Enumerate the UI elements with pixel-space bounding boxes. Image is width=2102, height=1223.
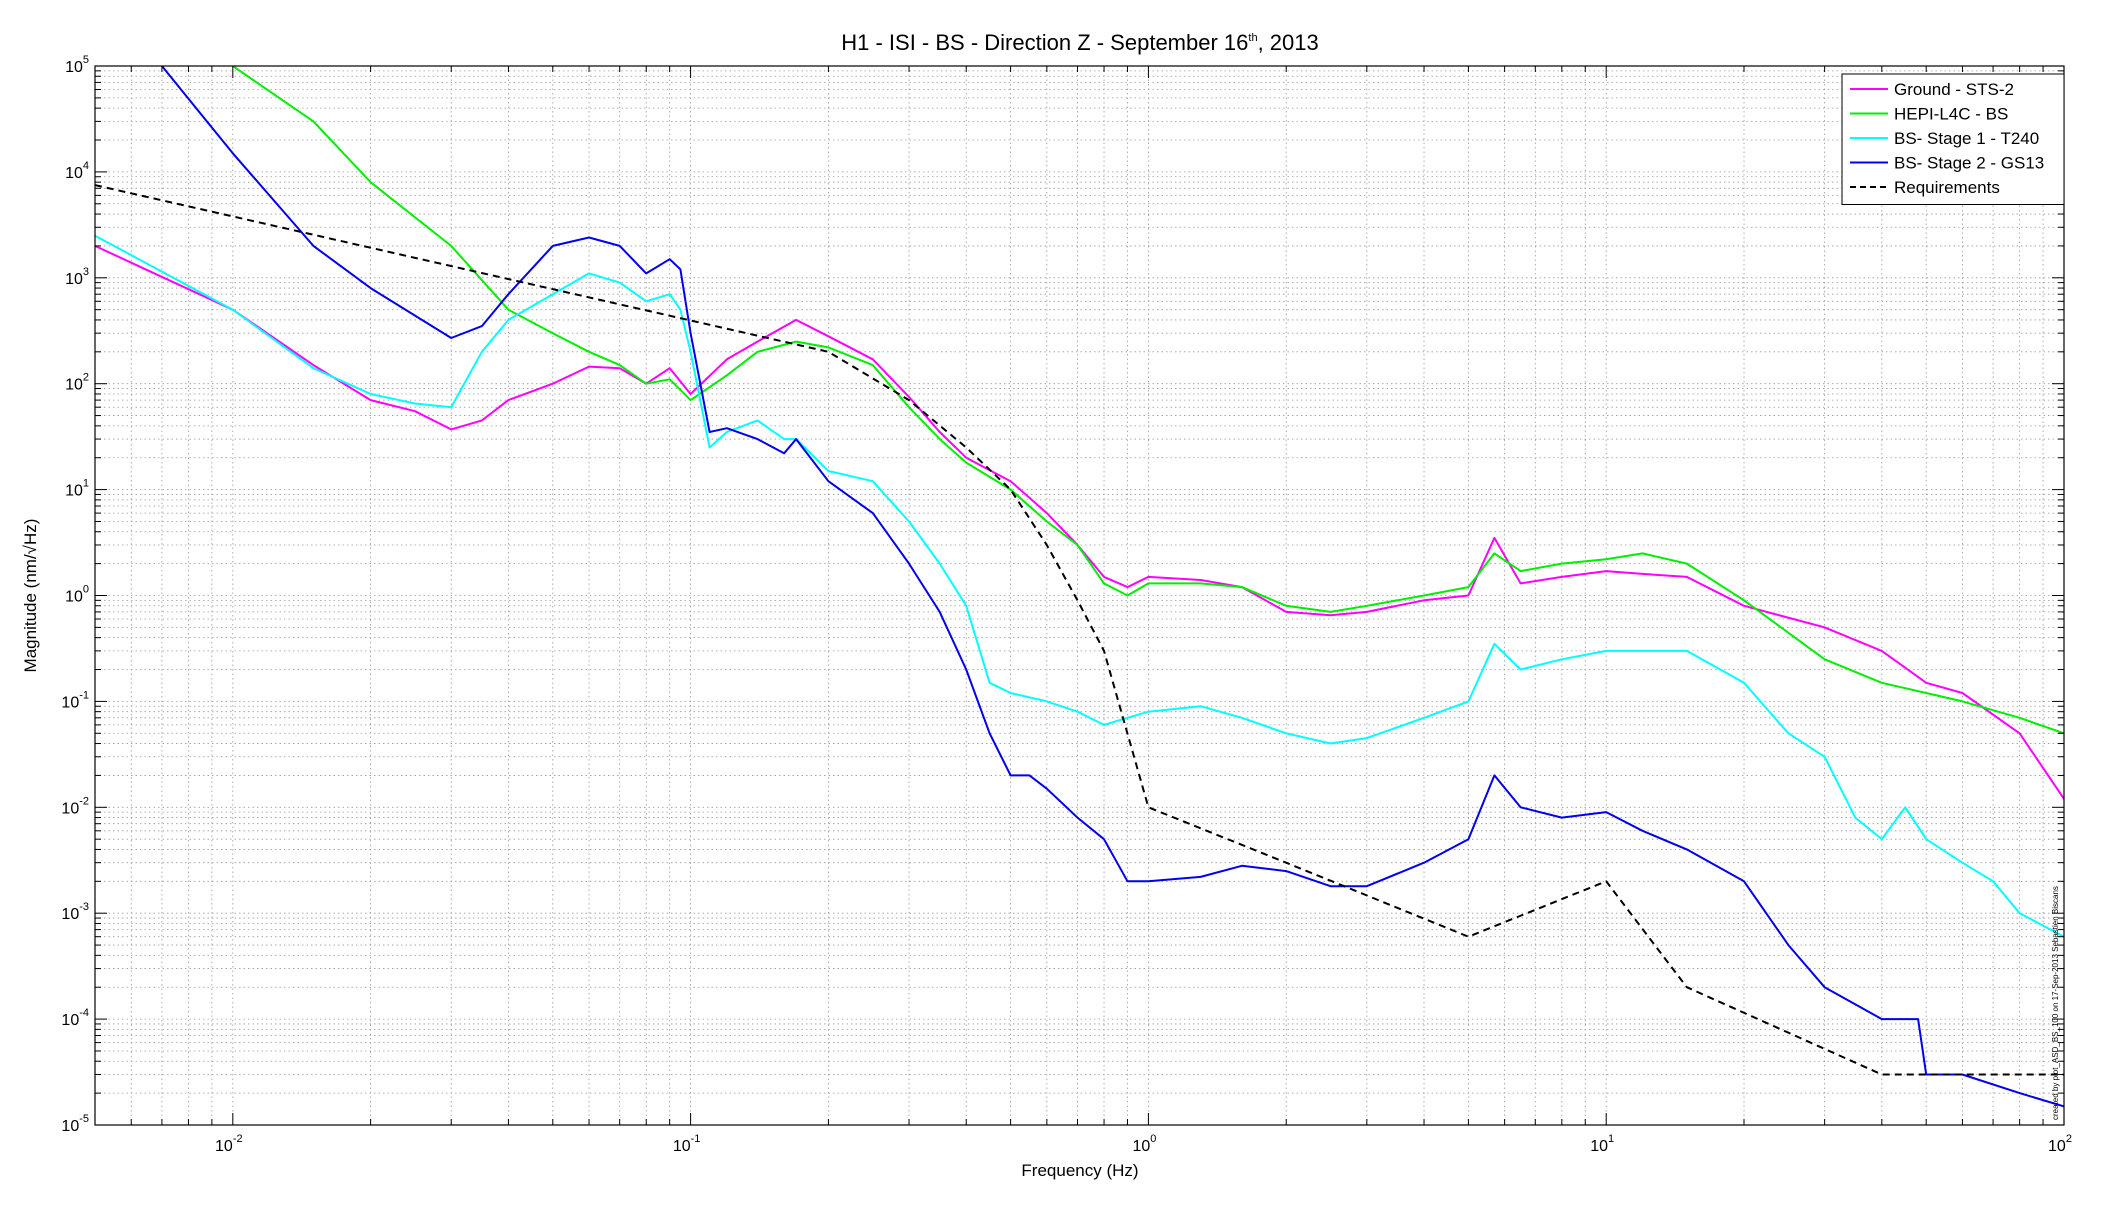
x-axis-label: Frequency (Hz) [1021,1161,1138,1180]
series-line-4 [161,66,2064,1108]
x-tick-label: 102 [2048,1133,2072,1155]
legend-label: HEPI-L4C - BS [1894,105,2008,124]
y-tick-label: 102 [65,372,89,394]
tick-marks [94,65,2064,1126]
legend-label: BS- Stage 1 - T240 [1894,129,2039,148]
series-line-3 [95,234,2064,938]
legend: Ground - STS-2 HEPI-L4C - BS BS- Stage 1 -… [1841,73,2065,205]
x-tick-label: 10-1 [673,1133,701,1155]
y-tick-label: 105 [65,54,89,76]
grid [94,66,2064,1126]
series-layer [95,66,2064,1108]
plot-frame [94,65,2065,1126]
y-tick-label: 104 [65,160,89,182]
series-line-1 [95,244,2064,800]
legend-label: BS- Stage 2 - GS13 [1894,154,2044,173]
x-tick-label: 101 [1590,1133,1614,1155]
y-tick-label: 10-3 [61,901,89,923]
x-tick-label: 100 [1132,1133,1156,1155]
legend-box [1841,73,2065,205]
y-tick-label: 101 [65,478,89,500]
y-tick-label: 10-1 [61,689,89,711]
series-line-5 [95,184,2064,1076]
series-line-2 [232,66,2064,735]
x-tick-label: 10-2 [215,1133,243,1155]
legend-items: Ground - STS-2 HEPI-L4C - BS BS- Stage 1 -… [1850,80,2044,197]
side-note: created by plot_ASD_BS_100 on 17-Sep-201… [2051,886,2060,1120]
y-tick-label: 10-5 [61,1113,89,1135]
tick-labels: 10-2 10-1 100 101 102 105 104 103 102 101 100 10-1 1… [61,54,2072,1155]
y-axis-label: Magnitude (nm/√Hz) [21,519,40,673]
chart-title: H1 - ISI - BS - Direction Z - September … [841,30,1319,55]
y-tick-label: 10-4 [61,1007,89,1029]
legend-label: Ground - STS-2 [1894,80,2014,99]
y-tick-label: 10-2 [61,795,89,817]
y-tick-label: 103 [65,266,89,288]
y-tick-label: 100 [65,584,89,606]
legend-label: Requirements [1894,178,2000,197]
